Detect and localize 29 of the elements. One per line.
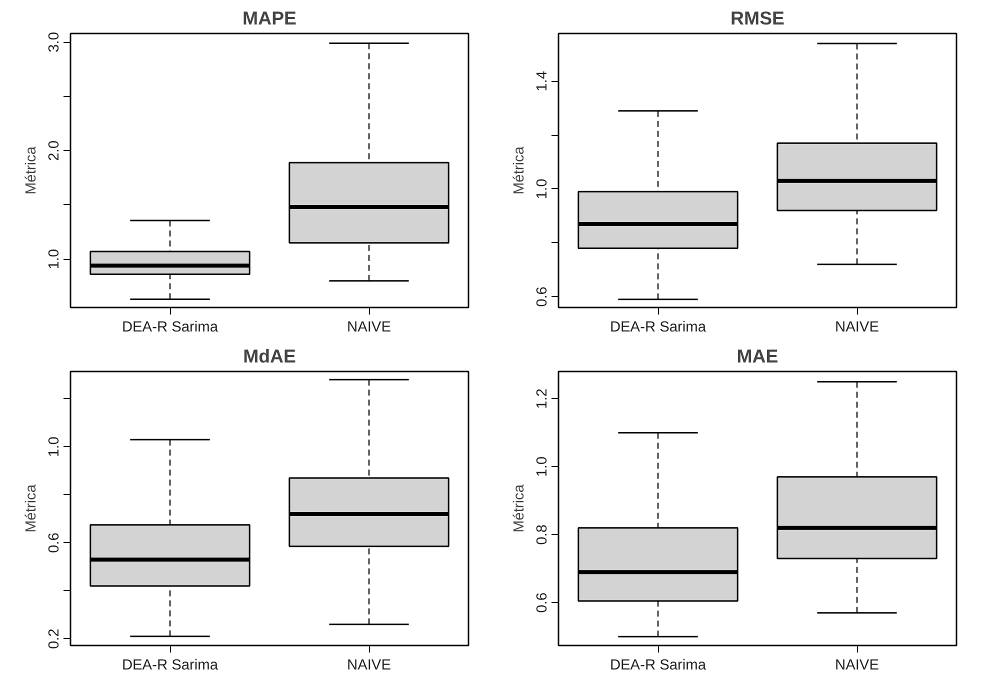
y-tick-label: 3.0	[46, 32, 62, 52]
x-tick-label: NAIVE	[347, 658, 392, 674]
x-tick-label: NAIVE	[347, 320, 392, 336]
y-tick-label: 1.0	[46, 436, 62, 458]
y-axis-title: Métrica	[24, 484, 40, 533]
chart-title: RMSE	[730, 8, 784, 28]
x-tick-label: DEA-R Sarima	[610, 658, 707, 674]
y-tick-label: 1.0	[534, 456, 550, 477]
x-tick-label: DEA-R Sarima	[122, 320, 219, 336]
y-tick-label: 0.6	[46, 532, 62, 553]
chart-title: MAE	[736, 346, 778, 366]
y-tick-label: 0.6	[534, 286, 550, 307]
chart-title: MdAE	[243, 346, 296, 366]
y-tick-label: 2.0	[46, 140, 62, 161]
y-tick-label: 0.2	[46, 628, 62, 649]
chart-title: MAPE	[242, 8, 296, 28]
y-tick-label: 1.0	[534, 178, 550, 200]
y-tick-label: 0.8	[534, 524, 550, 545]
y-axis-title: Métrica	[512, 484, 528, 533]
y-tick-label: 0.6	[534, 592, 550, 613]
x-tick-label: DEA-R Sarima	[122, 658, 219, 674]
y-tick-label: 1.0	[46, 248, 62, 270]
x-tick-label: NAIVE	[835, 658, 880, 674]
y-tick-label: 1.2	[534, 388, 550, 409]
x-tick-label: DEA-R Sarima	[610, 320, 707, 336]
y-tick-label: 1.4	[534, 71, 550, 92]
y-axis-title: Métrica	[24, 146, 40, 195]
x-tick-label: NAIVE	[835, 320, 880, 336]
y-axis-title: Métrica	[512, 146, 528, 195]
